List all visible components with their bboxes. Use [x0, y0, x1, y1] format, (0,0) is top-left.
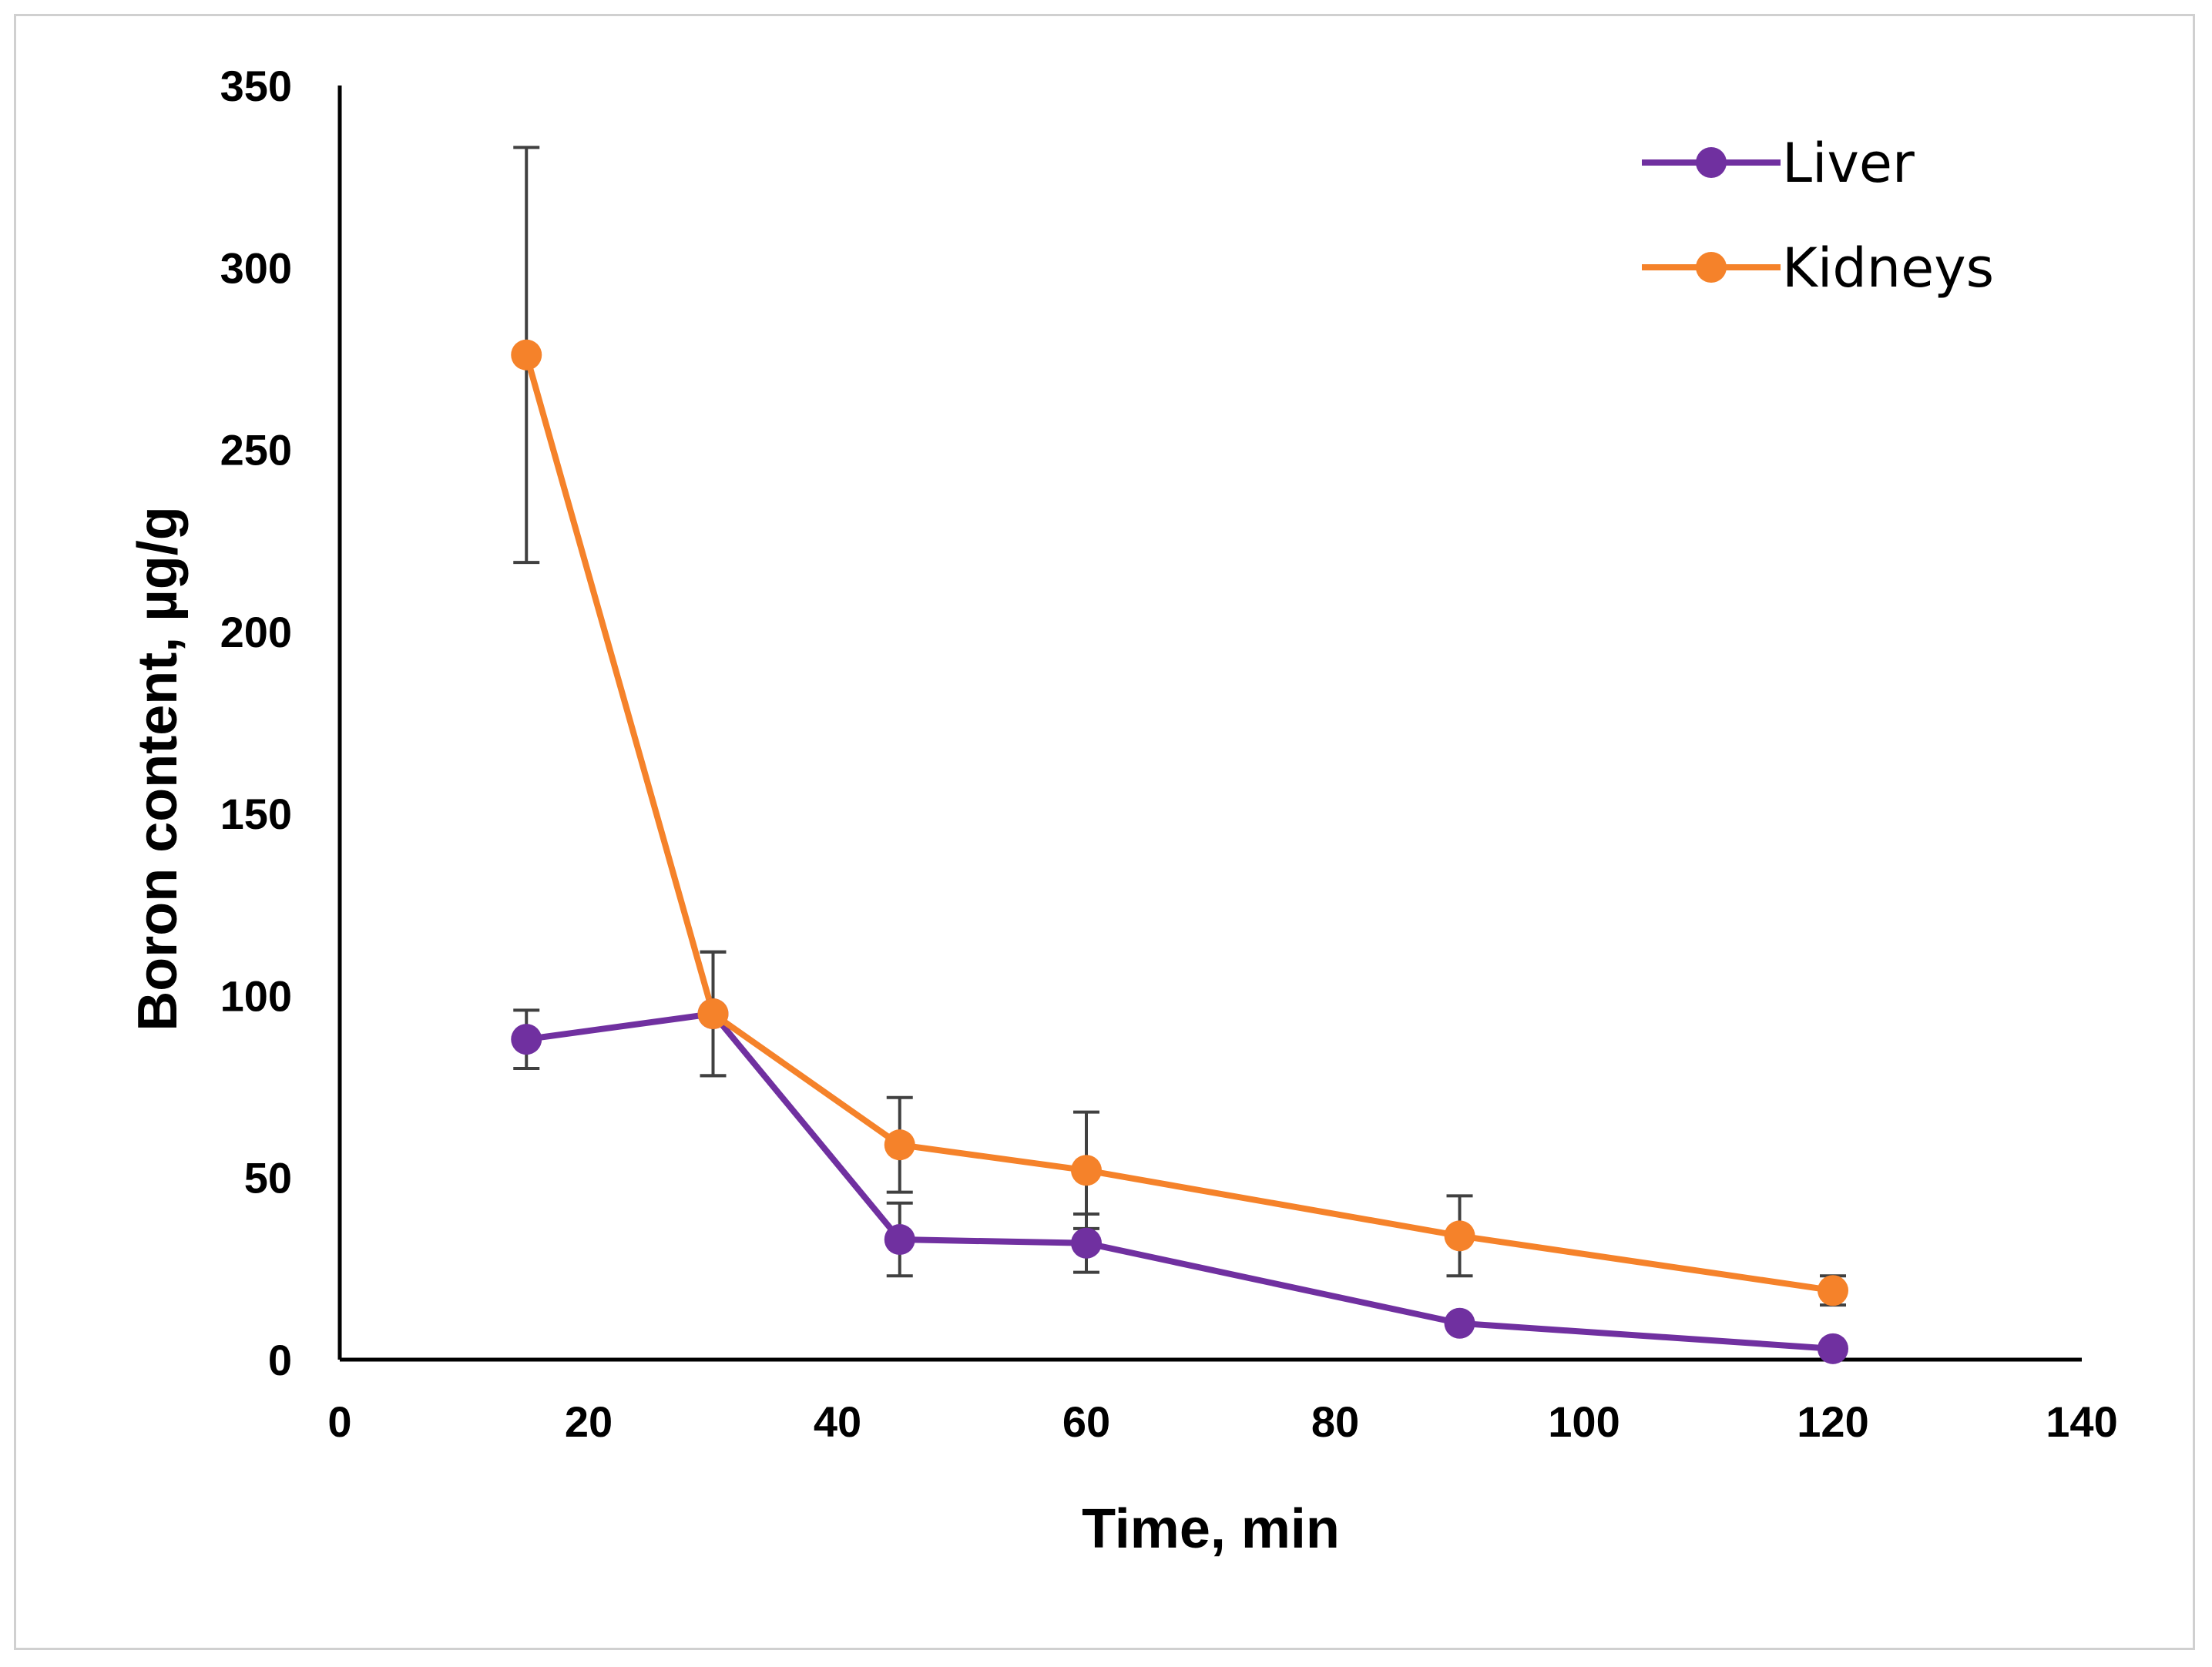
y-tick-label-250: 250 — [220, 426, 292, 475]
x-tick-label-100: 100 — [1548, 1397, 1620, 1446]
point-kidneys-60 — [1071, 1155, 1102, 1186]
y-tick-label-350: 350 — [220, 62, 292, 110]
x-tick-label-0: 0 — [327, 1397, 351, 1446]
chart-frame: 0 50 100 150 200 250 300 350 0 20 40 60 80 100 120 140… — [14, 14, 2195, 1650]
series-line-kidneys — [523, 354, 1834, 1294]
y-tick-label-300: 300 — [220, 243, 292, 292]
point-liver-15 — [511, 1024, 542, 1055]
y-tick-label-100: 100 — [220, 971, 292, 1020]
point-liver-90 — [1444, 1307, 1475, 1339]
x-axis-title: Time, min — [1082, 1498, 1340, 1560]
legend-marker-liver — [1696, 147, 1727, 178]
y-tick-labels: 0 50 100 150 200 250 300 350 — [220, 62, 292, 1384]
x-tick-label-20: 20 — [565, 1397, 613, 1446]
series-points — [511, 339, 1848, 1364]
series-line-liver — [525, 1011, 1834, 1352]
point-kidneys-45 — [884, 1129, 915, 1161]
point-kidneys-15 — [511, 339, 542, 371]
y-axis-title: Boron content, µg/g — [127, 506, 189, 1031]
legend-label-kidneys: Kidneys — [1782, 236, 1994, 300]
x-tick-label-80: 80 — [1311, 1397, 1359, 1446]
y-tick-label-50: 50 — [244, 1154, 292, 1202]
error-bars — [513, 146, 1846, 1307]
point-kidneys-120 — [1818, 1275, 1848, 1306]
series-lines — [523, 354, 1834, 1352]
axes — [337, 86, 2082, 1362]
point-kidneys-90 — [1444, 1220, 1475, 1252]
x-tick-labels: 0 20 40 60 80 100 120 140 — [327, 1397, 2117, 1446]
x-tick-label-40: 40 — [814, 1397, 861, 1446]
x-tick-label-120: 120 — [1797, 1397, 1868, 1446]
y-tick-label-150: 150 — [220, 790, 292, 838]
y-tick-label-200: 200 — [220, 608, 292, 656]
point-liver-120 — [1818, 1333, 1848, 1364]
legend-label-liver: Liver — [1782, 132, 1915, 195]
point-liver-45 — [884, 1224, 915, 1256]
legend-item-kidneys: Kidneys — [1642, 236, 1994, 300]
point-kidneys-30 — [697, 998, 729, 1030]
x-tick-label-60: 60 — [1062, 1397, 1110, 1446]
y-tick-label-0: 0 — [268, 1336, 292, 1384]
chart-canvas: 0 50 100 150 200 250 300 350 0 20 40 60 80 100 120 140… — [127, 62, 2118, 1560]
x-tick-label-140: 140 — [2046, 1397, 2117, 1446]
legend-item-liver: Liver — [1642, 132, 1915, 195]
legend-marker-kidneys — [1696, 252, 1727, 283]
point-liver-60 — [1071, 1227, 1102, 1259]
legend: Liver Kidneys — [1642, 132, 1994, 300]
